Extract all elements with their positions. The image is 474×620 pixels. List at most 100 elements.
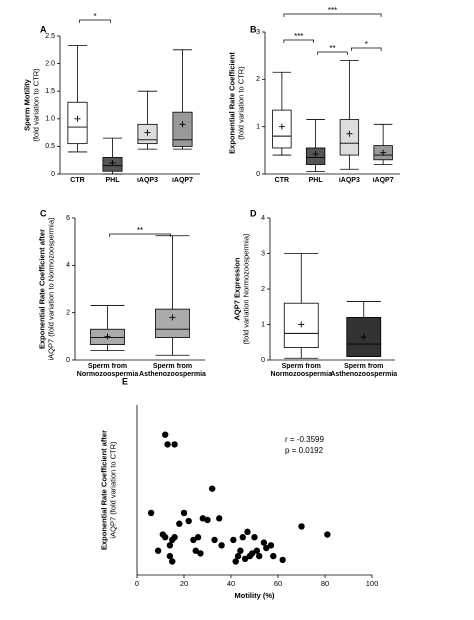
point [204,516,211,524]
point [260,539,268,546]
significance-label: *** [328,6,337,15]
point [147,509,155,517]
mean-marker [298,321,305,328]
mean-marker [109,159,116,166]
y-tick-label: 2.0 [45,60,55,67]
x-tick-label: iAQP3 [338,177,360,184]
significance-bracket [317,51,348,55]
point [211,536,218,544]
y-tick-label: 0 [256,171,260,178]
point [256,552,263,560]
y-tick-label: 3 [261,250,265,257]
x-tick-label: Sperm from Normozoospermia [76,363,139,378]
mean-marker [346,130,353,137]
y-tick-label: 4 [66,262,70,269]
x-tick-label-box: Sperm from Asthenozoospermia [139,363,206,378]
box [339,119,360,156]
point [194,534,202,541]
x-tick-label: iAQP3 [136,177,158,184]
y-tick-label: 3 [256,29,260,36]
panel-label: B [250,24,257,34]
x-tick-label-box: PHL [309,177,323,184]
point [279,556,286,564]
y-tick-label: 0.5 [45,143,55,150]
x-tick-label: PHL [105,177,120,184]
point [171,441,178,448]
y-tick-label: 2 [261,286,265,293]
y-tick-label: 1.5 [45,88,55,95]
point [176,520,183,527]
x-tick-label: 80 [321,579,329,588]
y-axis-label: (fold variation to CTR) [31,68,40,142]
y-axis-label: iAQP7 (fold variation to Normozoospermia… [46,217,55,360]
mean-marker [380,149,387,156]
y-axis-label: Exponential Rate Coefficient [227,52,236,154]
y-axis-label: (fold variation Normozoospermia) [241,233,250,344]
mean-marker [74,115,81,122]
significance-bracket [283,13,382,17]
significance-bracket [79,19,111,23]
point [248,550,256,557]
y-tick-label: 4 [261,215,265,222]
y-tick-label: 0 [51,171,55,178]
point [171,534,178,541]
x-tick-label-box: Sperm from Normozoospermia [76,363,139,378]
point [154,547,162,554]
x-tick-label: Sperm from Asthenozoospermia [330,363,398,378]
x-tick-label: 60 [274,579,282,588]
x-tick-label: 0 [135,579,139,588]
significance-label: ** [329,44,335,53]
significance-bracket [109,233,171,237]
x-tick-label: Sperm from Asthenozoospermia [139,363,206,378]
mean-marker [179,121,186,128]
point [263,544,270,552]
point [251,534,258,541]
x-tick-label-box: CTR [70,177,85,184]
point [267,542,275,549]
y-tick-label: 0 [66,357,70,364]
y-tick-label: 1 [261,321,265,328]
point [192,547,199,554]
x-tick-label: Sperm from Normozoospermia [270,363,332,378]
panel-label: A [40,24,47,34]
point [230,536,237,544]
y-tick-label: 2.5 [45,33,55,40]
box [155,308,190,338]
significance-label: * [365,40,368,49]
point [166,552,174,560]
y-axis-label: (fold variation to CTR) [236,66,245,140]
annotation: p = 0.0192 [285,446,324,455]
point [244,528,251,536]
mean-marker [312,151,319,158]
y-axis-label: Sperm Motility [22,78,31,131]
x-tick-label: CTR [70,177,85,184]
significance-label: *** [294,32,303,41]
x-tick-label-box: iAQP3 [338,177,360,184]
mean-marker [144,129,151,136]
x-tick-label-box: Sperm from Asthenozoospermia [330,363,398,378]
point [162,431,169,438]
y-tick-label: 2 [256,76,260,83]
x-tick-label-box: PHL [105,177,120,184]
panel-label: D [250,208,257,218]
point [190,536,197,544]
significance-bracket [283,39,314,43]
x-tick-label-box: iAQP7 [372,177,394,184]
point [169,558,176,565]
point [185,517,192,525]
point [234,552,242,560]
point [324,531,331,538]
panel-label: C [40,208,47,218]
mean-marker [360,333,367,340]
point [180,509,188,517]
x-tick-label: iAQP7 [372,177,394,184]
mean-marker [104,333,111,340]
y-axis-label: Exponential Rate Coefficient after [99,430,108,550]
x-axis-label: Motility (%) [235,591,275,600]
point [209,485,216,492]
point [241,555,249,563]
x-tick-label: 40 [227,579,235,588]
y-tick-label: 2 [66,310,70,317]
x-tick-label: 20 [180,579,188,588]
